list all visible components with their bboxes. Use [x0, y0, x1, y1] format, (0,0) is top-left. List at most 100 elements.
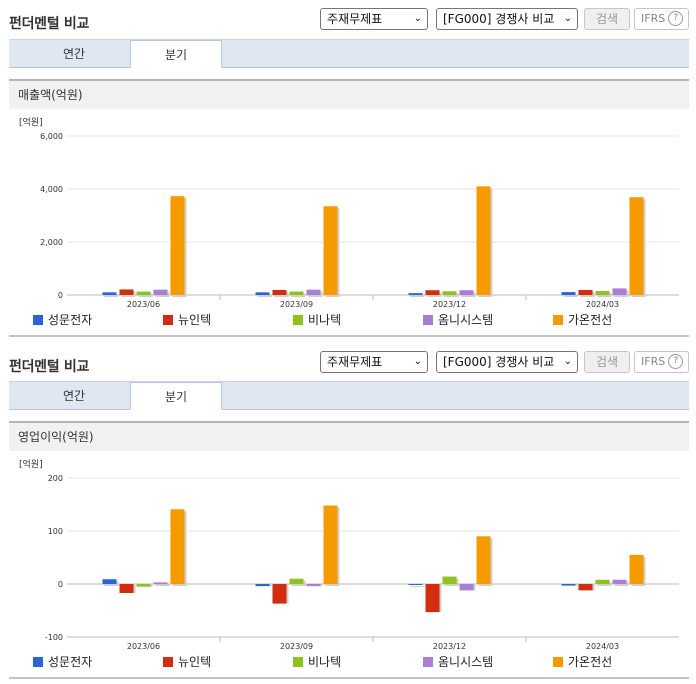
- legend-item[interactable]: 비나텍: [293, 653, 341, 671]
- legend-label: 가온전선: [568, 655, 613, 669]
- legend-item[interactable]: 옴니시스템: [423, 653, 493, 671]
- bar[interactable]: [289, 578, 304, 584]
- tab-quarterly[interactable]: 분기: [130, 382, 222, 410]
- bar[interactable]: [255, 584, 270, 587]
- bar[interactable]: [408, 293, 423, 295]
- bar[interactable]: [119, 289, 134, 295]
- tab-quarterly[interactable]: 분기: [130, 40, 222, 68]
- legend-item[interactable]: 성문전자: [33, 653, 92, 671]
- x-tick-label: 2023/06: [127, 300, 160, 309]
- ifrs-label: IFRS: [641, 355, 666, 368]
- legend-swatch: [163, 656, 173, 667]
- legend-swatch: [423, 656, 433, 667]
- bar[interactable]: [442, 576, 457, 584]
- chart-legend: 성문전자 뉴인텍 비나텍 옴니시스템 가온전선: [9, 653, 689, 671]
- bar[interactable]: [459, 584, 474, 591]
- tab-annual[interactable]: 연간: [62, 47, 86, 61]
- search-button[interactable]: 검색: [584, 8, 630, 30]
- bar[interactable]: [136, 584, 151, 587]
- bar-shadow: [444, 293, 459, 297]
- statement-select[interactable]: 주재무제표 ⌄: [320, 8, 428, 30]
- legend-label: 뉴인텍: [178, 655, 212, 669]
- help-icon: ?: [668, 353, 684, 369]
- operating-profit-chart: [억원] -100 0 100 200 2023/06 2023/09 2023/12 2024…: [9, 454, 689, 654]
- y-tick-label: 0: [58, 291, 63, 300]
- bar[interactable]: [425, 290, 440, 295]
- bar[interactable]: [136, 291, 151, 295]
- bar[interactable]: [595, 579, 610, 584]
- bar[interactable]: [476, 186, 491, 295]
- legend-label: 가온전선: [568, 313, 613, 327]
- tab-annual[interactable]: 연간: [62, 389, 86, 403]
- legend-label: 성문전자: [48, 313, 93, 327]
- bar[interactable]: [476, 536, 491, 584]
- bar[interactable]: [442, 291, 457, 295]
- bar[interactable]: [306, 584, 321, 587]
- bar[interactable]: [153, 289, 168, 295]
- bar[interactable]: [629, 197, 644, 295]
- x-tick-label: 2024/03: [586, 642, 619, 651]
- bar[interactable]: [459, 290, 474, 295]
- revenue-chart: [억원] 0 2,000 4,000 6,000 2023/06 2023/09 2023/1…: [9, 112, 689, 312]
- y-unit-label: [억원]: [19, 116, 43, 128]
- bar[interactable]: [306, 289, 321, 295]
- bar[interactable]: [323, 505, 338, 584]
- statement-select-value: 주재무제표: [327, 12, 383, 26]
- bar-shadow: [257, 294, 272, 297]
- legend-item[interactable]: 뉴인텍: [163, 653, 211, 671]
- bar[interactable]: [119, 584, 134, 594]
- legend-item[interactable]: 비나텍: [293, 311, 341, 329]
- chart-legend: 성문전자 뉴인텍 비나텍 옴니시스템 가온전선: [9, 311, 689, 329]
- legend-item[interactable]: 옴니시스템: [423, 311, 493, 329]
- legend-label: 뉴인텍: [178, 313, 212, 327]
- fundamental-panel-operating-profit: 펀더멘털 비교 주재무제표 ⌄ [FG000] 경쟁사 비교 ⌄ 검색 IFRS…: [0, 342, 696, 684]
- bar[interactable]: [272, 584, 287, 604]
- bar[interactable]: [425, 584, 440, 613]
- legend-swatch: [33, 656, 43, 667]
- chevron-down-icon: ⌄: [563, 356, 572, 367]
- ifrs-button[interactable]: IFRS?: [634, 8, 689, 30]
- fundamental-panel-revenue: 펀더멘털 비교 주재무제표 ⌄ [FG000] 경쟁사 비교 ⌄ 검색 IFRS…: [9, 8, 689, 337]
- bar[interactable]: [170, 509, 185, 584]
- compare-select-value: [FG000] 경쟁사 비교: [443, 355, 555, 369]
- y-tick-label: 100: [48, 527, 63, 536]
- chevron-down-icon: ⌄: [563, 13, 572, 24]
- bar[interactable]: [102, 579, 117, 584]
- ifrs-button[interactable]: IFRS?: [634, 351, 689, 373]
- x-tick-label: 2023/09: [280, 642, 313, 651]
- bar[interactable]: [289, 291, 304, 295]
- legend-label: 비나텍: [308, 655, 342, 669]
- bar[interactable]: [255, 292, 270, 295]
- bar-shadow: [291, 293, 306, 297]
- bar[interactable]: [578, 289, 593, 295]
- help-icon: ?: [668, 10, 684, 26]
- bar[interactable]: [102, 292, 117, 295]
- compare-select[interactable]: [FG000] 경쟁사 비교 ⌄: [436, 8, 578, 30]
- legend-item[interactable]: 성문전자: [33, 311, 92, 329]
- search-button[interactable]: 검색: [584, 351, 630, 373]
- legend-swatch: [553, 314, 563, 325]
- bar[interactable]: [408, 584, 423, 585]
- legend-item[interactable]: 가온전선: [553, 653, 612, 671]
- bar[interactable]: [612, 288, 627, 295]
- compare-select[interactable]: [FG000] 경쟁사 비교 ⌄: [436, 351, 578, 373]
- bar[interactable]: [272, 289, 287, 295]
- legend-item[interactable]: 뉴인텍: [163, 311, 211, 329]
- bar[interactable]: [170, 196, 185, 295]
- legend-label: 비나텍: [308, 313, 342, 327]
- bar[interactable]: [629, 554, 644, 584]
- operating-profit-chart-svg: [억원] -100 0 100 200 2023/06 2023/09 2023/12 2024…: [19, 458, 679, 651]
- bar[interactable]: [561, 292, 576, 295]
- bar[interactable]: [578, 584, 593, 591]
- bar[interactable]: [595, 291, 610, 295]
- y-tick-label: 4,000: [40, 185, 63, 194]
- bar[interactable]: [612, 579, 627, 584]
- y-tick-label: 6,000: [40, 132, 63, 141]
- x-tick-label: 2023/12: [433, 300, 466, 309]
- legend-item[interactable]: 가온전선: [553, 311, 612, 329]
- metric-header: 매출액(억원): [9, 79, 689, 109]
- bar[interactable]: [153, 582, 168, 584]
- bar[interactable]: [561, 584, 576, 586]
- statement-select[interactable]: 주재무제표 ⌄: [320, 351, 428, 373]
- bar[interactable]: [323, 206, 338, 295]
